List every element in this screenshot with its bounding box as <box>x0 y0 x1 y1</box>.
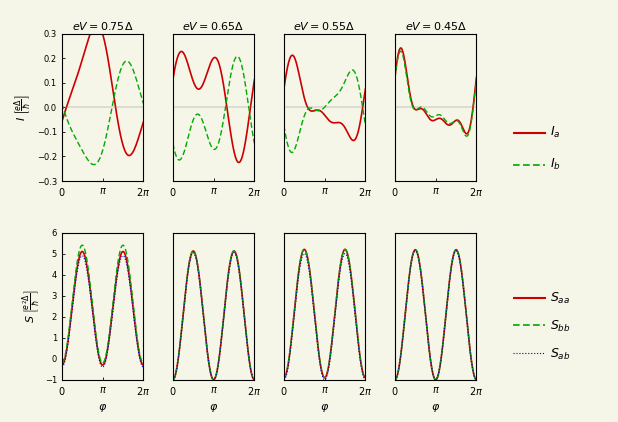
X-axis label: $\varphi$: $\varphi$ <box>209 402 218 414</box>
Text: $S_{aa}$: $S_{aa}$ <box>550 291 570 306</box>
Text: $S_{bb}$: $S_{bb}$ <box>550 319 570 334</box>
X-axis label: $\varphi$: $\varphi$ <box>431 402 440 414</box>
Y-axis label: $I \; \left[\frac{e\Delta}{\hbar}\right]$: $I \; \left[\frac{e\Delta}{\hbar}\right]… <box>13 94 34 121</box>
Title: $eV = 0.55\Delta$: $eV = 0.55\Delta$ <box>294 19 356 32</box>
Text: $I_a$: $I_a$ <box>550 125 561 140</box>
Title: $eV = 0.45\Delta$: $eV = 0.45\Delta$ <box>405 19 467 32</box>
Text: $I_b$: $I_b$ <box>550 157 561 172</box>
Text: $S_{ab}$: $S_{ab}$ <box>550 347 570 362</box>
Title: $eV = 0.65\Delta$: $eV = 0.65\Delta$ <box>182 19 245 32</box>
X-axis label: $\varphi$: $\varphi$ <box>98 402 107 414</box>
Title: $eV = 0.75\Delta$: $eV = 0.75\Delta$ <box>72 19 133 32</box>
Y-axis label: $S \; \left[\frac{e^2\Delta}{\hbar}\right]$: $S \; \left[\frac{e^2\Delta}{\hbar}\righ… <box>22 289 42 323</box>
X-axis label: $\varphi$: $\varphi$ <box>320 402 329 414</box>
